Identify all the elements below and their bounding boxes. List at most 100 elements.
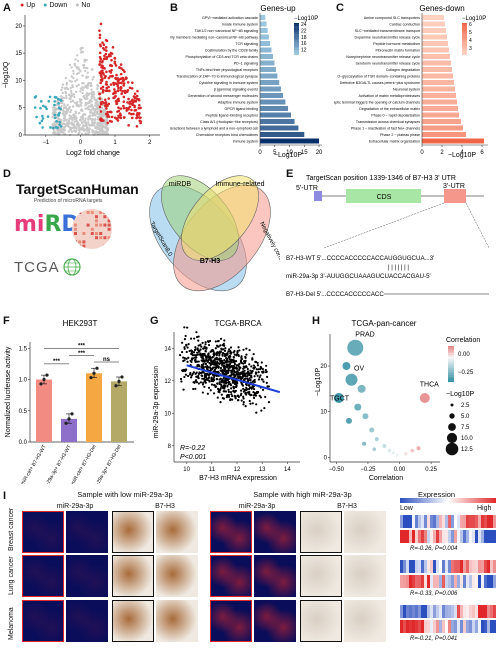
genes-up-bar [260, 15, 266, 20]
volcano-point-up [122, 100, 126, 103]
brca-point [207, 343, 211, 347]
volcano-point-no [93, 96, 96, 99]
utr-diagram: TargetScan position 1339-1346 of B7-H3 3… [286, 175, 490, 298]
brca-point [216, 345, 219, 348]
brca-xtick-label: 12 [234, 467, 241, 473]
volcano-point-no [62, 96, 66, 100]
volcano-point-up [103, 98, 107, 102]
luciferase-ytick-label: 1.0 [19, 378, 28, 384]
col-header-b7-high: B7-H3 [337, 503, 357, 510]
brca-point [218, 381, 221, 384]
volcano-point-no [75, 102, 78, 106]
volcano-point-up [108, 89, 111, 93]
panel-letter-h: H [312, 315, 320, 327]
volcano-ytick-label: 15 [15, 51, 22, 57]
volcano-point-no [92, 90, 95, 94]
volcano-point-down [53, 95, 57, 99]
brca-point [226, 364, 229, 367]
volcano-point-up [100, 118, 104, 121]
genes-up-legend-tick: 22 [301, 28, 307, 34]
fish-image [66, 555, 108, 597]
volcano-point-no [83, 129, 86, 132]
brca-point [216, 371, 219, 374]
volcano-point-up [127, 97, 130, 101]
volcano-point-up [107, 85, 110, 89]
pancancer-ytick-label: 20 [320, 364, 327, 370]
volcano-point-up [99, 44, 102, 48]
expression-colorbar [400, 498, 496, 503]
brca-point [250, 393, 253, 397]
volcano-point-no [58, 118, 62, 121]
brca-point [202, 357, 205, 360]
fish-image [254, 600, 296, 642]
volcano-point-up [109, 63, 112, 67]
volcano-point-no [87, 121, 90, 124]
genes-up-term-label: Translocation of ZAP−70 to immunological… [176, 75, 258, 79]
brca-title: TCGA-BRCA [214, 319, 262, 328]
volcano-point-down [53, 113, 57, 117]
volcano-point-up [138, 119, 142, 123]
brca-point [238, 365, 241, 368]
bar-chart-genes-up: Genes-up GPVI−mediated activation cascad… [170, 4, 323, 159]
volcano-point-no [57, 104, 60, 107]
brca-point [253, 392, 257, 395]
volcano-point-no [100, 121, 104, 125]
volcano-point-down [56, 126, 59, 130]
brca-point [255, 360, 258, 364]
pancancer-size-tick: 10.0 [461, 436, 473, 442]
pancancer-label: OV [354, 366, 364, 373]
volcano-point-no [82, 120, 85, 124]
pancancer-legend-title: Correlation [446, 337, 480, 344]
brca-point [204, 341, 207, 344]
genes-up-term-label: Class A/1 (rhodopsin−like receptors) [200, 120, 258, 124]
brca-point [263, 406, 266, 410]
volcano-point-up [119, 63, 123, 66]
volcano-point-up [101, 59, 104, 63]
correlation-stat: R=-0.33, P=0.006 [410, 591, 458, 597]
volcano-point-up [103, 54, 106, 58]
brca-point [224, 390, 228, 393]
fish-image [22, 600, 64, 642]
genes-down-term-label: O−glycosylation of TSR domain−containing… [337, 75, 420, 79]
brca-point [200, 371, 203, 374]
brca-point [201, 391, 204, 394]
genes-up-xtick-label: 0 [258, 150, 262, 156]
genes-up-bar [260, 80, 280, 85]
brca-point [232, 365, 235, 369]
volcano-point-no [93, 111, 96, 114]
brca-point [244, 355, 247, 359]
expression-heatmap-strip [400, 515, 496, 528]
genes-up-term-label: Immunoregulatory interactions between a … [170, 127, 258, 131]
brca-point [256, 391, 259, 394]
brca-point [202, 362, 205, 365]
brca-point [223, 339, 226, 342]
brca-point [194, 372, 197, 375]
brca-point [181, 370, 185, 373]
volcano-point-up [107, 102, 111, 106]
volcano-point-up [139, 116, 142, 119]
volcano-point-up [110, 58, 113, 62]
expression-low-label: Low [400, 505, 413, 512]
volcano-point-up [130, 87, 134, 90]
brca-point [232, 369, 235, 372]
genes-down-legend-tick: 4 [469, 38, 472, 44]
volcano-point-up [130, 116, 134, 120]
volcano-point-no [64, 94, 68, 97]
brca-point [220, 347, 223, 350]
genes-down-term-label: SLC−mediated transmembrane transport [355, 29, 420, 33]
volcano-point-no [81, 74, 84, 77]
ihc-image [156, 511, 198, 553]
volcano-point-no [74, 112, 78, 115]
luciferase-xtick-label: miR-ctrl+ B7-H3-Del [70, 444, 98, 484]
volcano-point-no [63, 87, 67, 90]
volcano-point-no [60, 86, 64, 89]
ihc-image [112, 600, 154, 642]
volcano-point-up [120, 67, 123, 70]
luciferase-point [95, 366, 99, 370]
pancancer-bubble [410, 448, 414, 453]
volcano-point-no [81, 114, 85, 117]
volcano-point-no [80, 132, 84, 136]
brca-point [253, 375, 256, 378]
brca-point [242, 367, 245, 370]
brca-point [219, 366, 223, 370]
